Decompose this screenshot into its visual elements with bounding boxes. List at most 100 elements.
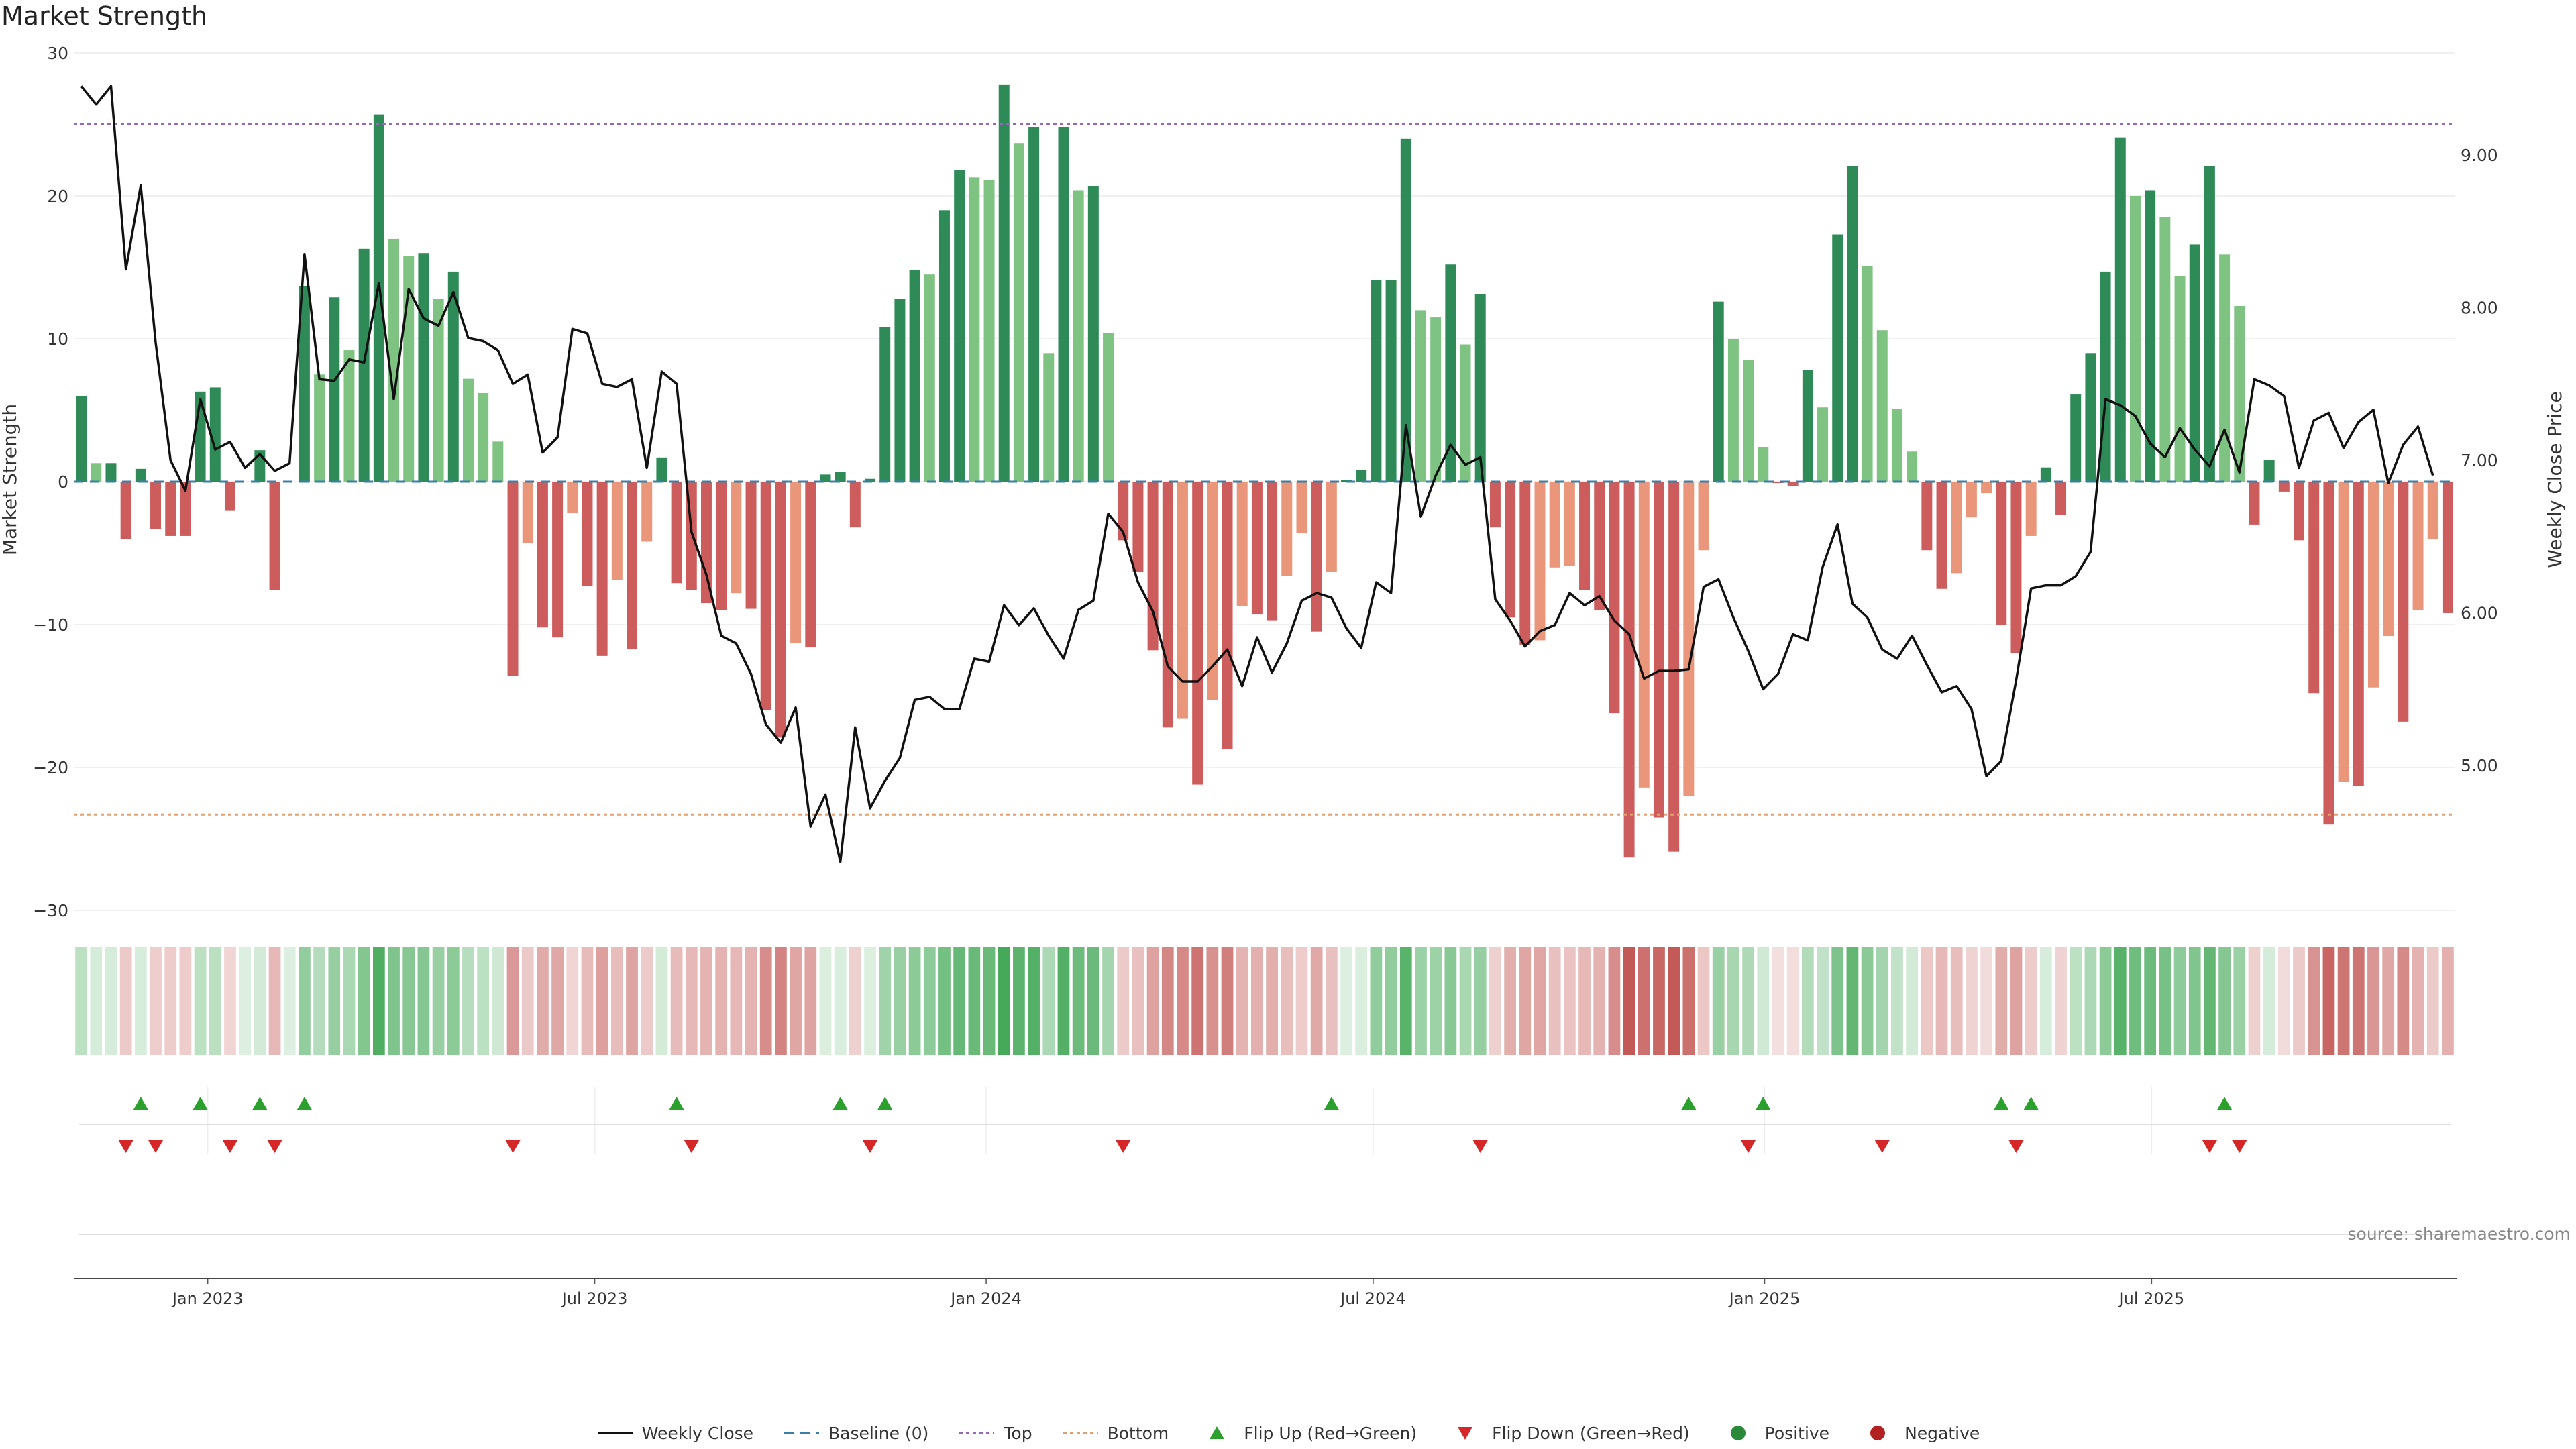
strength-bar — [2353, 482, 2364, 786]
y2-tick-label: 6.00 — [2461, 604, 2498, 623]
x-tick-label: Jul 2024 — [1339, 1289, 1406, 1308]
strength-bar — [478, 392, 489, 482]
strength-bar — [1013, 143, 1024, 482]
strip-cell — [2114, 947, 2127, 1055]
strength-bar — [314, 374, 325, 482]
strip-cell — [566, 947, 579, 1055]
strength-bar — [656, 457, 667, 482]
strip-cell — [626, 947, 638, 1055]
y-axis-label: Market Strength — [0, 404, 21, 555]
strength-bar — [1623, 482, 1635, 858]
strength-bar — [1222, 482, 1233, 749]
flip-up-marker — [1324, 1097, 1339, 1110]
strength-bar — [2025, 482, 2037, 536]
strength-bar — [1951, 482, 1962, 574]
flip-down-marker — [1116, 1140, 1131, 1153]
strength-bar — [91, 463, 102, 482]
strip-cell — [1519, 947, 1532, 1055]
strip-cell — [670, 947, 683, 1055]
strip-cell — [537, 947, 549, 1055]
strip-cell — [1727, 947, 1739, 1055]
strip-cell — [1206, 947, 1219, 1055]
flip-down-marker — [2232, 1140, 2247, 1153]
strength-bar — [1981, 482, 1992, 494]
strength-bar — [1058, 127, 1069, 482]
legend-label: Bottom — [1107, 1423, 1169, 1443]
strip-cell — [2352, 947, 2365, 1055]
strength-bar — [805, 482, 816, 648]
strip-cell — [1682, 947, 1695, 1055]
strip-cell — [1891, 947, 1903, 1055]
strip-cell — [432, 947, 445, 1055]
legend-swatch-positive — [1730, 1426, 1746, 1440]
strength-bar — [358, 248, 370, 482]
y-tick-label: 20 — [47, 186, 68, 206]
y2-tick-label: 7.00 — [2461, 451, 2498, 470]
strip-cell — [610, 947, 623, 1055]
strip-cell — [1563, 947, 1576, 1055]
strength-bar — [2367, 482, 2379, 688]
strength-bar — [1371, 280, 1382, 482]
strength-bar — [1802, 370, 1813, 482]
strength-bar — [1847, 166, 1858, 482]
strip-cell — [1459, 947, 1472, 1055]
x-tick-label: Jul 2023 — [561, 1289, 628, 1308]
strength-bar — [1400, 138, 1411, 482]
strip-cell — [1474, 947, 1487, 1055]
strip-cell — [1295, 947, 1308, 1055]
strip-cell — [2159, 947, 2171, 1055]
strip-cell — [1712, 947, 1725, 1055]
strip-cell — [2442, 947, 2454, 1055]
x-tick-label: Jan 2025 — [1728, 1289, 1801, 1308]
strength-bar — [224, 482, 235, 511]
strip-cell — [224, 947, 236, 1055]
strength-bar — [135, 468, 146, 482]
strength-bar — [388, 238, 400, 482]
strength-bar — [492, 441, 504, 482]
legend-label: Positive — [1764, 1423, 1830, 1443]
strength-bar — [522, 482, 533, 543]
strength-bar — [1594, 482, 1605, 610]
strength-bar — [1668, 482, 1680, 852]
strip-cell — [2397, 947, 2410, 1055]
strip-cell — [938, 947, 951, 1055]
strength-bar — [954, 170, 965, 482]
strength-bar — [373, 114, 384, 482]
strength-bar — [2249, 482, 2260, 525]
strip-cell — [299, 947, 311, 1055]
strength-bar — [2412, 482, 2424, 610]
strength-bar — [1534, 482, 1546, 641]
strength-bar — [2040, 467, 2051, 482]
strip-cell — [908, 947, 921, 1055]
strip-cell — [209, 947, 221, 1055]
y2-tick-label: 5.00 — [2461, 756, 2498, 775]
strip-cell — [1430, 947, 1442, 1055]
strength-bar — [1073, 190, 1084, 482]
strip-cell — [1846, 947, 1859, 1055]
strength-bar — [731, 482, 742, 594]
strength-bar — [1758, 447, 1769, 482]
flip-up-marker — [669, 1097, 684, 1110]
strip-cell — [551, 947, 564, 1055]
strip-cell — [313, 947, 325, 1055]
legend-swatch-flip-up — [1210, 1426, 1225, 1439]
strength-bar — [1996, 482, 2007, 625]
strength-bar — [2129, 196, 2141, 482]
legend-item-positive: Positive — [1719, 1424, 1829, 1443]
strength-bar — [462, 378, 474, 482]
strip-cell — [477, 947, 490, 1055]
strength-bar — [433, 299, 444, 482]
strength-bar — [969, 177, 980, 482]
strip-cell — [1191, 947, 1204, 1055]
strip-cell — [1757, 947, 1770, 1055]
strip-cell — [730, 947, 743, 1055]
chart-legend: Weekly Close Baseline (0) Top Bottom Flip Up… — [0, 1421, 2576, 1445]
strength-bar — [1118, 482, 1129, 541]
legend-label: Weekly Close — [641, 1423, 754, 1443]
strip-cell — [2144, 947, 2157, 1055]
strip-cell — [134, 947, 147, 1055]
strength-bar — [343, 350, 355, 482]
strip-cell — [1578, 947, 1591, 1055]
strength-bar — [1132, 482, 1144, 572]
strip-cell — [1310, 947, 1323, 1055]
